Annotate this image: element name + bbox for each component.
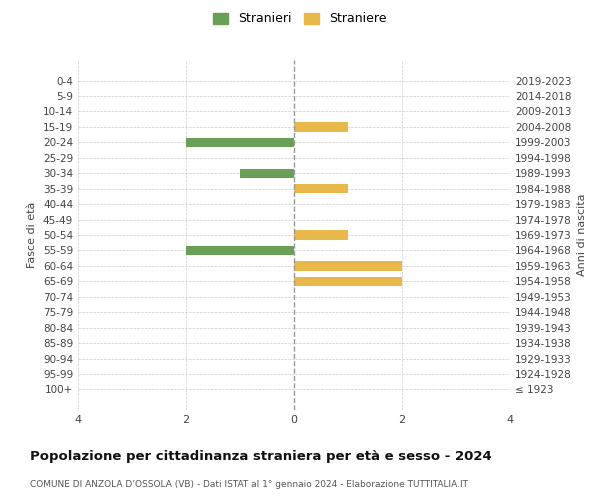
Bar [294, 276, 402, 286]
Bar [240, 168, 294, 178]
Y-axis label: Fasce di età: Fasce di età [28, 202, 37, 268]
Bar [294, 184, 348, 194]
Bar [294, 122, 348, 132]
Y-axis label: Anni di nascita: Anni di nascita [577, 194, 587, 276]
Bar [294, 230, 348, 239]
Text: Popolazione per cittadinanza straniera per età e sesso - 2024: Popolazione per cittadinanza straniera p… [30, 450, 492, 463]
Bar [294, 262, 402, 270]
Bar [186, 246, 294, 255]
Legend: Stranieri, Straniere: Stranieri, Straniere [209, 8, 391, 29]
Bar [186, 138, 294, 147]
Text: COMUNE DI ANZOLA D’OSSOLA (VB) - Dati ISTAT al 1° gennaio 2024 - Elaborazione TU: COMUNE DI ANZOLA D’OSSOLA (VB) - Dati IS… [30, 480, 468, 489]
